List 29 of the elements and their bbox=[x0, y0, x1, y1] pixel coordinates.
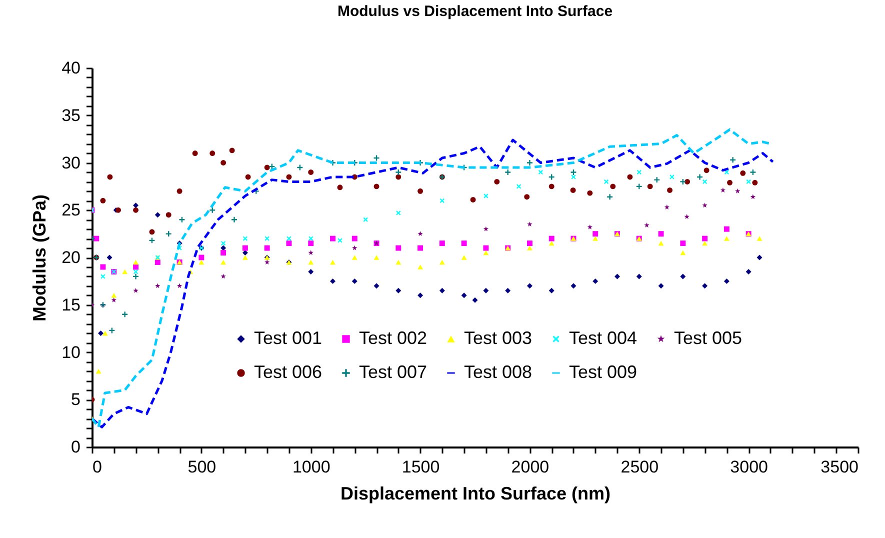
x-tick-label: 500 bbox=[188, 458, 216, 476]
legend-label: Test 003 bbox=[464, 328, 532, 348]
x-tick-label: 2000 bbox=[511, 458, 550, 476]
legend-label: Test 009 bbox=[569, 362, 638, 382]
x-tick-label: 1000 bbox=[292, 458, 330, 476]
y-tick-label: 20 bbox=[62, 248, 80, 267]
y-tick-label: 35 bbox=[62, 106, 80, 125]
y-tick-label: 30 bbox=[62, 153, 80, 172]
x-tick-label: 0 bbox=[92, 458, 102, 476]
x-tick-label: 1500 bbox=[402, 458, 440, 476]
legend-label: Test 001 bbox=[254, 328, 322, 348]
y-tick-label: 25 bbox=[62, 200, 80, 220]
y-tick-label: 5 bbox=[71, 390, 80, 410]
y-tick-label: 10 bbox=[62, 342, 80, 362]
y-tick-label: 40 bbox=[62, 58, 80, 78]
legend-label: Test 007 bbox=[359, 362, 428, 382]
legend-label: Test 002 bbox=[359, 328, 428, 348]
y-tick-label: 15 bbox=[62, 295, 80, 314]
chart-title: Modulus vs Displacement Into Surface bbox=[337, 3, 613, 20]
x-tick-label: 3500 bbox=[820, 458, 858, 476]
x-tick-label: 3000 bbox=[730, 458, 768, 476]
x-tick-label: 2500 bbox=[620, 458, 659, 476]
legend-label: Test 006 bbox=[254, 362, 322, 382]
y-axis-title: Modulus (GPa) bbox=[30, 194, 50, 322]
y-tick-label: 0 bbox=[71, 438, 80, 456]
legend-label: Test 005 bbox=[674, 328, 742, 348]
x-axis-title: Displacement Into Surface (nm) bbox=[340, 484, 611, 504]
legend-label: Test 008 bbox=[464, 362, 532, 382]
legend-label: Test 004 bbox=[569, 328, 638, 348]
